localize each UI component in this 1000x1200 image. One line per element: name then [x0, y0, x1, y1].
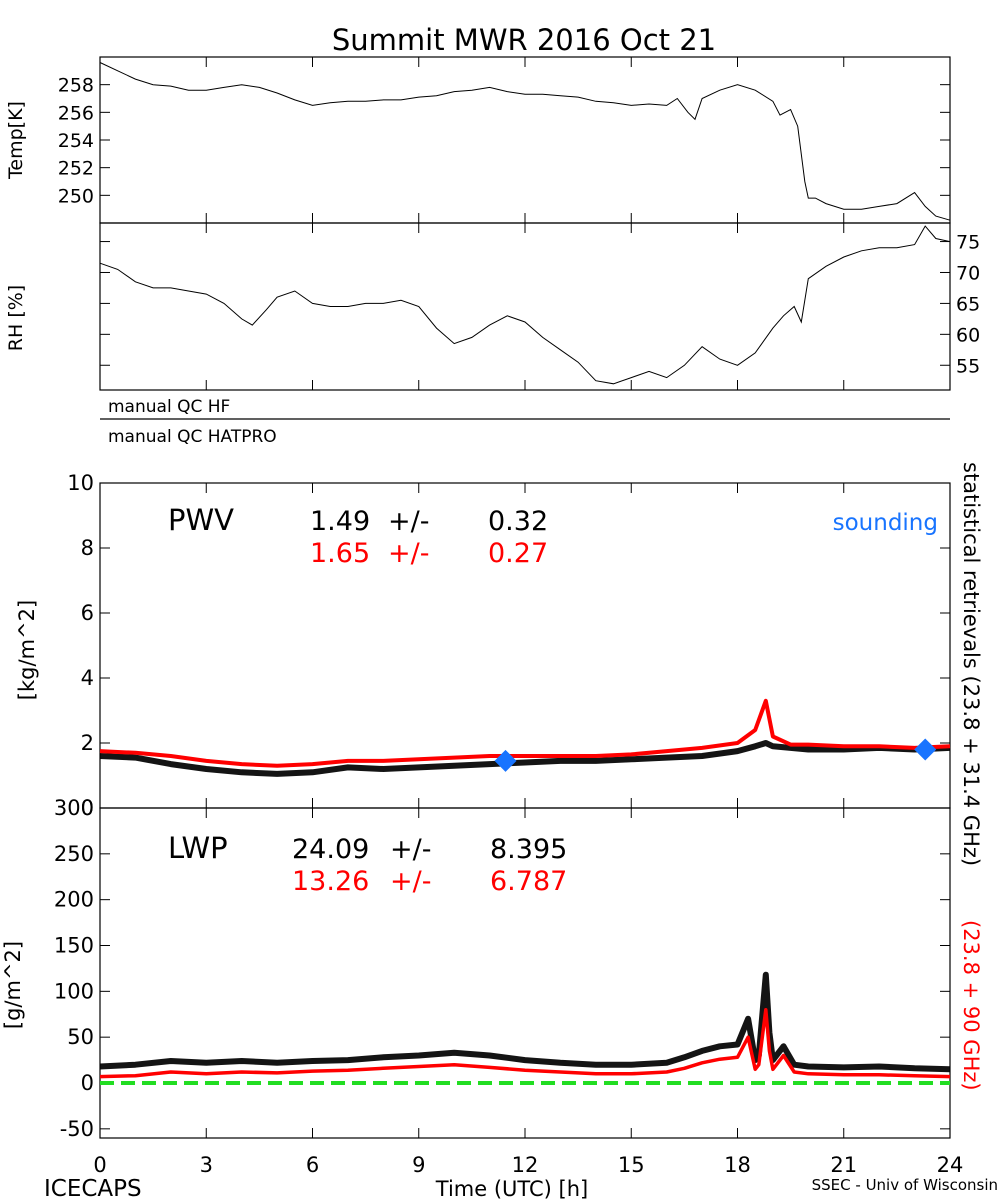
y-tick-label: 65	[956, 293, 980, 315]
pwv-stat-red-mean: 1.65	[310, 538, 370, 569]
lwp-ylabel: [g/m^2]	[1, 941, 25, 1029]
pwv-stat-red-sd: 0.27	[488, 538, 548, 569]
side-label-black: statistical retrievals (23.8 + 31.4 GHz)	[959, 462, 983, 866]
sounding-marker	[914, 738, 937, 761]
y-tick-label: 254	[58, 130, 94, 152]
y-tick-label: 75	[956, 232, 980, 254]
y-tick-label: 150	[54, 934, 94, 958]
y-tick-label: -50	[60, 1117, 94, 1141]
x-tick-label: 15	[618, 1153, 645, 1177]
sounding-legend-label: sounding	[833, 510, 938, 536]
footer-left-label: ICECAPS	[44, 1176, 142, 1200]
rh-x-ticks	[205, 223, 845, 390]
x-tick-label: 3	[200, 1153, 213, 1177]
chart-title: Summit MWR 2016 Oct 21	[332, 23, 716, 57]
lwp-red-series-line	[99, 1007, 951, 1079]
pwv-stat-black-sd: 0.32	[488, 506, 548, 537]
x-tick-label: 24	[937, 1153, 964, 1177]
temperature-y-ticks: 250 252 254 256 258	[58, 75, 950, 207]
pwv-x-ticks	[205, 483, 845, 808]
lwp-stat-black-mean: 24.09	[292, 834, 369, 865]
qc-strips: manual QC HF manual QC HATPRO	[100, 397, 950, 447]
rh-series-line	[99, 225, 951, 385]
qc-label-hf: manual QC HF	[108, 397, 230, 417]
y-tick-label: 6	[81, 601, 94, 625]
temperature-ylabel: Temp[K]	[5, 101, 27, 180]
lwp-stat-red-sd: 6.787	[490, 866, 567, 897]
pwv-red-series-line	[99, 698, 951, 768]
pwv-title: PWV	[168, 503, 234, 537]
rh-panel: RH [%] 55 60 65 70 75	[5, 222, 980, 391]
y-tick-label: 0	[81, 1071, 94, 1095]
lwp-y-ticks: -50 0 50 100 150 200 250 300	[54, 796, 950, 1141]
lwp-title: LWP	[168, 831, 228, 865]
lwp-stat-black-pm: +/-	[390, 834, 431, 865]
y-tick-label: 50	[67, 1025, 94, 1049]
y-tick-label: 200	[54, 888, 94, 912]
lwp-stat-black-sd: 8.395	[490, 834, 567, 865]
x-tick-labels: 0 3 6 9 12 15 18 21 24	[93, 1153, 963, 1177]
y-tick-label: 0	[81, 796, 94, 820]
pwv-black-series-line	[99, 740, 951, 777]
y-tick-label: 250	[58, 185, 94, 207]
x-tick-label: 9	[412, 1153, 425, 1177]
pwv-stat-black-pm: +/-	[388, 506, 429, 537]
rh-ylabel: RH [%]	[5, 285, 27, 351]
sounding-marker	[494, 749, 517, 772]
y-tick-label: 55	[956, 355, 980, 377]
pwv-y-ticks: 0 2 4 6 8 10	[67, 471, 950, 820]
pwv-stat-red-pm: +/-	[388, 538, 429, 569]
temperature-series-line	[99, 62, 951, 221]
lwp-black-series-line	[99, 971, 951, 1073]
y-tick-label: 4	[81, 666, 94, 690]
y-tick-label: 100	[54, 979, 94, 1003]
y-tick-label: 70	[956, 262, 980, 284]
qc-label-hatpro: manual QC HATPRO	[108, 427, 277, 447]
y-tick-label: 258	[58, 75, 94, 97]
x-axis-label: Time (UTC) [h]	[435, 1177, 588, 1200]
y-tick-label: 8	[81, 536, 94, 560]
x-tick-label: 0	[93, 1153, 106, 1177]
y-tick-label: 10	[67, 471, 94, 495]
rh-y-ticks: 55 60 65 70 75	[100, 232, 980, 377]
lwp-x-ticks	[205, 808, 845, 1138]
temperature-panel: Temp[K] 250 252 254 256 258	[5, 56, 951, 224]
lwp-stat-red-pm: +/-	[390, 866, 431, 897]
x-tick-label: 21	[830, 1153, 857, 1177]
lwp-stat-red-mean: 13.26	[292, 866, 369, 897]
x-tick-label: 18	[724, 1153, 751, 1177]
y-tick-label: 252	[58, 158, 94, 180]
x-tick-label: 6	[306, 1153, 319, 1177]
y-tick-label: 256	[58, 102, 94, 124]
y-tick-label: 60	[956, 324, 980, 346]
pwv-ylabel: [kg/m^2]	[15, 600, 39, 700]
y-tick-label: 300	[54, 796, 94, 820]
pwv-sounding-markers	[494, 738, 937, 772]
footer-right-label: SSEC - Univ of Wisconsin	[812, 1176, 998, 1194]
x-tick-label: 12	[512, 1153, 539, 1177]
y-tick-label: 250	[54, 842, 94, 866]
pwv-stat-black-mean: 1.49	[310, 506, 370, 537]
temperature-x-ticks	[205, 57, 845, 223]
side-label-red: (23.8 + 90 GHz)	[959, 920, 983, 1091]
y-tick-label: 2	[81, 731, 94, 755]
temperature-frame	[99, 56, 951, 224]
